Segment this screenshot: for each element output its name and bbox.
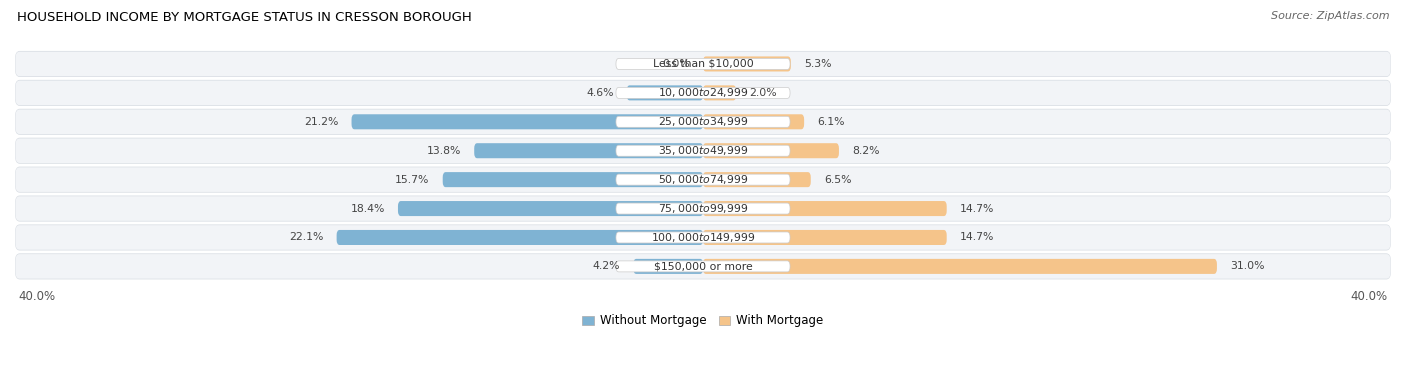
FancyBboxPatch shape	[703, 259, 1218, 274]
Text: Source: ZipAtlas.com: Source: ZipAtlas.com	[1271, 11, 1389, 21]
FancyBboxPatch shape	[627, 85, 703, 100]
FancyBboxPatch shape	[15, 253, 1391, 279]
FancyBboxPatch shape	[15, 52, 1391, 76]
Text: $50,000 to $74,999: $50,000 to $74,999	[658, 173, 748, 186]
FancyBboxPatch shape	[15, 109, 1391, 134]
FancyBboxPatch shape	[703, 172, 811, 187]
FancyBboxPatch shape	[15, 254, 1391, 279]
FancyBboxPatch shape	[703, 85, 737, 100]
FancyBboxPatch shape	[15, 167, 1391, 193]
Text: 2.0%: 2.0%	[749, 88, 778, 98]
Text: HOUSEHOLD INCOME BY MORTGAGE STATUS IN CRESSON BOROUGH: HOUSEHOLD INCOME BY MORTGAGE STATUS IN C…	[17, 11, 471, 24]
FancyBboxPatch shape	[633, 259, 703, 274]
Text: $100,000 to $149,999: $100,000 to $149,999	[651, 231, 755, 244]
FancyBboxPatch shape	[616, 174, 790, 185]
FancyBboxPatch shape	[443, 172, 703, 187]
FancyBboxPatch shape	[15, 80, 1391, 106]
FancyBboxPatch shape	[703, 57, 790, 72]
FancyBboxPatch shape	[15, 51, 1391, 77]
FancyBboxPatch shape	[703, 114, 804, 129]
FancyBboxPatch shape	[703, 230, 946, 245]
FancyBboxPatch shape	[703, 143, 839, 158]
Text: 40.0%: 40.0%	[1351, 290, 1388, 302]
Text: $10,000 to $24,999: $10,000 to $24,999	[658, 86, 748, 100]
Text: 15.7%: 15.7%	[395, 175, 429, 185]
FancyBboxPatch shape	[15, 138, 1391, 163]
FancyBboxPatch shape	[15, 225, 1391, 250]
FancyBboxPatch shape	[15, 81, 1391, 105]
Text: 14.7%: 14.7%	[960, 204, 994, 213]
FancyBboxPatch shape	[616, 116, 790, 127]
Text: 5.3%: 5.3%	[804, 59, 831, 69]
Text: 40.0%: 40.0%	[18, 290, 55, 302]
FancyBboxPatch shape	[616, 87, 790, 98]
Legend: Without Mortgage, With Mortgage: Without Mortgage, With Mortgage	[578, 310, 828, 332]
Text: 8.2%: 8.2%	[852, 146, 880, 156]
Text: 6.5%: 6.5%	[824, 175, 852, 185]
Text: 14.7%: 14.7%	[960, 233, 994, 242]
FancyBboxPatch shape	[616, 58, 790, 69]
FancyBboxPatch shape	[15, 196, 1391, 221]
Text: 0.0%: 0.0%	[662, 59, 690, 69]
Text: $35,000 to $49,999: $35,000 to $49,999	[658, 144, 748, 157]
FancyBboxPatch shape	[616, 261, 790, 272]
FancyBboxPatch shape	[336, 230, 703, 245]
Text: 13.8%: 13.8%	[426, 146, 461, 156]
Text: $75,000 to $99,999: $75,000 to $99,999	[658, 202, 748, 215]
Text: 21.2%: 21.2%	[304, 117, 339, 127]
FancyBboxPatch shape	[703, 201, 946, 216]
FancyBboxPatch shape	[398, 201, 703, 216]
FancyBboxPatch shape	[15, 224, 1391, 250]
FancyBboxPatch shape	[15, 109, 1391, 135]
FancyBboxPatch shape	[352, 114, 703, 129]
Text: $25,000 to $34,999: $25,000 to $34,999	[658, 115, 748, 128]
FancyBboxPatch shape	[616, 145, 790, 156]
Text: $150,000 or more: $150,000 or more	[654, 261, 752, 271]
Text: 31.0%: 31.0%	[1230, 261, 1264, 271]
Text: Less than $10,000: Less than $10,000	[652, 59, 754, 69]
FancyBboxPatch shape	[616, 232, 790, 243]
FancyBboxPatch shape	[474, 143, 703, 158]
Text: 22.1%: 22.1%	[290, 233, 323, 242]
FancyBboxPatch shape	[616, 203, 790, 214]
Text: 4.6%: 4.6%	[586, 88, 613, 98]
Text: 18.4%: 18.4%	[350, 204, 385, 213]
Text: 4.2%: 4.2%	[592, 261, 620, 271]
FancyBboxPatch shape	[15, 196, 1391, 222]
Text: 6.1%: 6.1%	[817, 117, 845, 127]
FancyBboxPatch shape	[15, 138, 1391, 164]
FancyBboxPatch shape	[15, 167, 1391, 192]
